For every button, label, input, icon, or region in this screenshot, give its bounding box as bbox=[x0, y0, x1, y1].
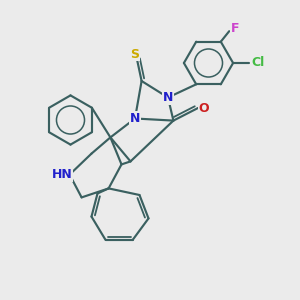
Text: N: N bbox=[163, 91, 173, 104]
Text: N: N bbox=[130, 112, 140, 125]
Text: F: F bbox=[231, 22, 239, 35]
Text: Cl: Cl bbox=[251, 56, 264, 70]
Text: S: S bbox=[130, 47, 140, 61]
Text: HN: HN bbox=[52, 168, 73, 181]
Text: O: O bbox=[199, 101, 209, 115]
